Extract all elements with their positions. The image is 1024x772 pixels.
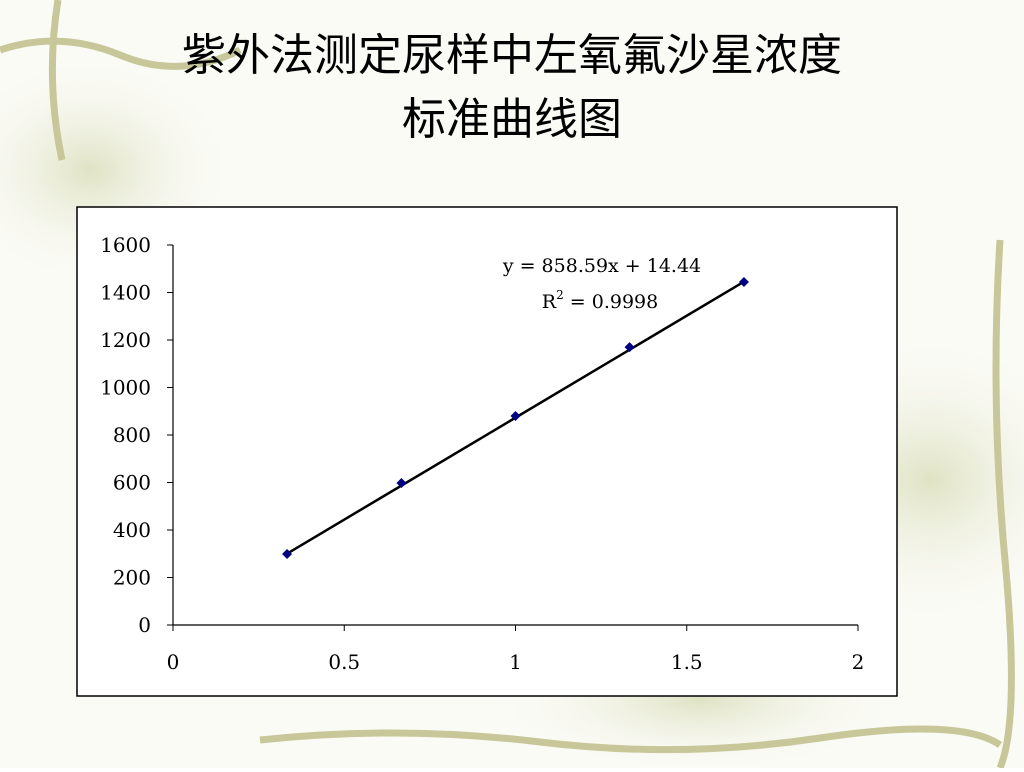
r-squared: R2 = 0.9998	[542, 288, 658, 313]
x-tick-label: 0	[167, 650, 180, 674]
data-point	[282, 548, 293, 559]
title-line: 紫外法测定尿样中左氧氟沙星浓度	[182, 30, 842, 81]
y-tick-label: 600	[113, 471, 151, 495]
y-tick-label: 1400	[100, 281, 151, 305]
data-point	[510, 411, 521, 421]
r-squared-text: = 0.9998	[564, 291, 658, 313]
y-tick-label: 800	[113, 423, 151, 447]
x-tick-label: 2	[852, 650, 865, 674]
y-tick-label: 1600	[100, 233, 151, 257]
y-tick-label: 1200	[100, 328, 151, 352]
y-tick-label: 400	[113, 518, 151, 542]
y-tick-label: 200	[113, 566, 151, 590]
r-squared-base: R	[542, 291, 557, 313]
y-tick-label: 0	[138, 613, 151, 637]
data-point	[396, 477, 407, 488]
r-squared-superscript: 2	[556, 288, 564, 302]
title-line: 标准曲线图	[402, 94, 622, 145]
x-tick-label: 1	[509, 650, 522, 674]
chart-area	[76, 206, 898, 697]
data-point	[624, 342, 635, 353]
y-tick-label: 1000	[100, 376, 151, 400]
x-tick-label: 1.5	[671, 650, 703, 674]
x-tick-label: 0.5	[328, 650, 360, 674]
equation: y = 858.59x + 14.44	[502, 255, 701, 277]
data-point	[738, 277, 749, 288]
plot: 0 200 400 600 800 1000 1200 1400 1600 0 0.5 1 1.5 2 y …	[100, 233, 864, 674]
